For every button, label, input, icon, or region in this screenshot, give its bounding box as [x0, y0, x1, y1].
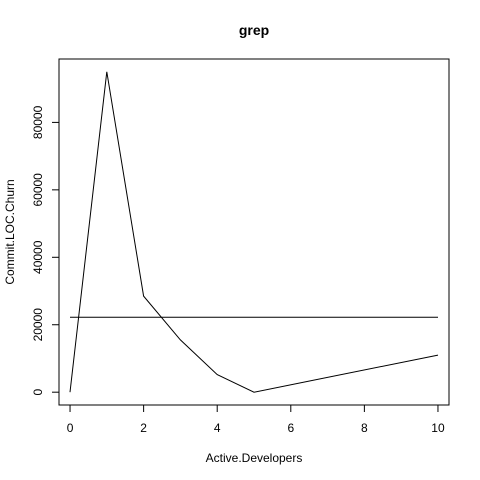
plot-frame: [58, 58, 450, 406]
x-tick-label: 2: [140, 421, 147, 435]
y-tick-label: 80000: [31, 105, 45, 139]
y-tick-label: 40000: [31, 240, 45, 274]
x-tick-label: 10: [431, 421, 445, 435]
y-axis: 0 20000 40000 60000 80000: [31, 105, 60, 396]
x-axis: 0 2 4 6 8 10: [67, 404, 445, 435]
series-layer: [69, 71, 439, 393]
y-tick-label: 0: [31, 389, 45, 396]
x-tick-label: 0: [67, 421, 74, 435]
x-tick-label: 6: [287, 421, 294, 435]
x-tick-label: 4: [214, 421, 221, 435]
y-axis-label: Commit.LOC.Churn: [3, 179, 17, 284]
x-axis-label: Active.Developers: [206, 451, 303, 465]
y-tick-label: 60000: [31, 173, 45, 207]
series-line-1: [69, 71, 439, 393]
x-tick-label: 8: [361, 421, 368, 435]
y-tick-label: 20000: [31, 308, 45, 342]
chart-title: grep: [239, 22, 269, 38]
